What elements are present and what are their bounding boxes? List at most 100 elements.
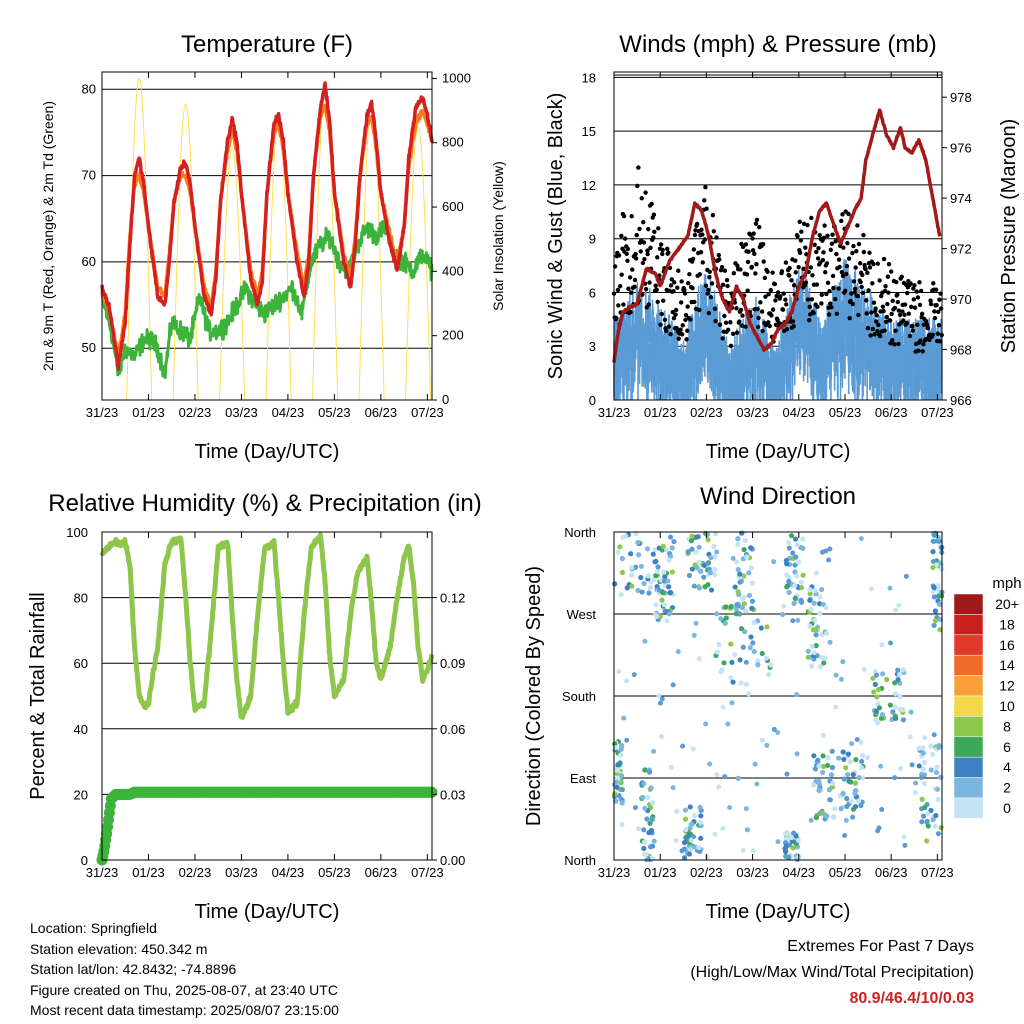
- y-tick-label-right: 0.12: [440, 591, 465, 606]
- direction-mark: [696, 845, 702, 851]
- direction-mark: [829, 748, 835, 754]
- direction-mark: [874, 672, 880, 678]
- gust-mark: [844, 271, 849, 277]
- gust-mark: [836, 257, 842, 262]
- direction-mark: [660, 543, 666, 549]
- direction-mark: [697, 568, 704, 574]
- gust-mark: [797, 250, 803, 256]
- y-tick-label-right: 200: [442, 328, 464, 343]
- x-tick-label: 05/23: [318, 865, 351, 880]
- speed-colorbar: 20+ 18 16 14 12 10 8 6 4 2 0: [953, 593, 1019, 819]
- humidity-axes: 31/23 01/23 02/23 03/23 04/23 05/23 06/23 07/23…: [66, 525, 465, 880]
- gust-mark: [744, 272, 750, 277]
- direction-mark: [932, 618, 939, 624]
- gust-mark: [722, 268, 728, 273]
- direction-mark: [712, 571, 718, 578]
- direction-mark: [840, 749, 846, 755]
- direction-mark: [786, 578, 792, 585]
- colorbar-label: 6: [1003, 739, 1011, 755]
- direction-mark: [827, 546, 833, 552]
- direction-mark: [691, 583, 697, 589]
- direction-mark: [712, 566, 718, 573]
- gust-mark: [935, 331, 941, 336]
- gust-mark: [648, 245, 653, 250]
- direction-mark: [685, 549, 691, 555]
- gust-mark: [651, 235, 656, 240]
- gust-mark: [894, 279, 899, 285]
- direction-mark: [830, 780, 836, 786]
- direction-mark: [668, 764, 674, 770]
- gust-mark: [821, 250, 826, 255]
- gust-mark: [702, 237, 708, 242]
- gust-mark: [825, 233, 830, 238]
- gust-mark: [690, 256, 696, 262]
- gust-mark: [791, 283, 797, 288]
- direction-mark: [759, 737, 765, 743]
- gust-mark: [708, 294, 714, 300]
- gust-mark: [850, 301, 856, 307]
- direction-mark: [628, 572, 635, 578]
- direction-mark: [705, 582, 711, 588]
- direction-mark: [821, 660, 827, 666]
- direction-mark: [937, 627, 943, 633]
- gust-mark: [773, 298, 778, 303]
- direction-mark: [624, 585, 630, 591]
- direction-mark: [913, 780, 919, 786]
- gust-mark: [767, 323, 772, 329]
- direction-mark: [824, 630, 830, 636]
- gust-mark: [786, 273, 792, 278]
- direction-mark: [611, 791, 618, 797]
- direction-mark: [791, 830, 797, 836]
- winds-ylabel-right: Station Pressure (Maroon): [998, 119, 1020, 354]
- direction-mark: [748, 634, 754, 640]
- x-tick-label: 31/23: [86, 865, 119, 880]
- gust-mark: [828, 247, 833, 253]
- y-tick-label: 18: [582, 70, 596, 85]
- gust-mark: [801, 221, 807, 226]
- colorbar-swatch: [953, 716, 984, 738]
- gust-mark: [864, 311, 869, 316]
- direction-mark: [807, 587, 813, 593]
- humidity-line: [99, 532, 435, 720]
- x-tick-label: 04/23: [783, 405, 816, 420]
- direction-mark: [643, 851, 649, 857]
- direction-mark: [641, 827, 647, 833]
- gust-mark: [819, 292, 824, 297]
- direction-mark: [614, 784, 620, 790]
- gust-mark: [932, 309, 937, 314]
- direction-mark: [865, 755, 871, 761]
- gust-mark: [676, 268, 681, 273]
- gust-mark: [750, 236, 755, 241]
- gust-mark: [919, 311, 925, 316]
- direction-mark: [895, 667, 901, 673]
- gust-mark: [837, 264, 842, 270]
- direction-mark: [861, 666, 867, 672]
- direction-mark: [798, 585, 805, 591]
- gust-mark: [658, 242, 664, 247]
- x-tick-label: 03/23: [225, 865, 258, 880]
- y-tick-label-right: 974: [950, 191, 972, 206]
- winds-title: Winds (mph) & Pressure (mb): [619, 31, 936, 58]
- gust-mark: [852, 290, 857, 295]
- x-tick-label: 07/23: [411, 405, 444, 420]
- direction-mark: [812, 587, 818, 594]
- gust-mark: [653, 283, 658, 288]
- direction-mark: [648, 785, 654, 791]
- colorbar-label: 18: [999, 616, 1015, 632]
- y-tick-label: North: [564, 853, 596, 868]
- direction-mark: [667, 589, 674, 596]
- y-tick-label: 0: [81, 853, 88, 868]
- direction-mark: [693, 549, 699, 555]
- direction-mark: [728, 675, 734, 681]
- direction-mark: [783, 848, 789, 855]
- gust-mark: [902, 302, 908, 307]
- direction-mark: [650, 551, 656, 557]
- direction-mark: [655, 564, 661, 570]
- direction-mark: [933, 769, 940, 776]
- gust-mark: [731, 270, 737, 276]
- direction-mark: [614, 775, 621, 781]
- direction-mark: [748, 565, 754, 571]
- direction-mark: [743, 806, 749, 812]
- direction-mark: [704, 854, 710, 860]
- wind-direction-xlabel: Time (Day/UTC): [706, 901, 851, 923]
